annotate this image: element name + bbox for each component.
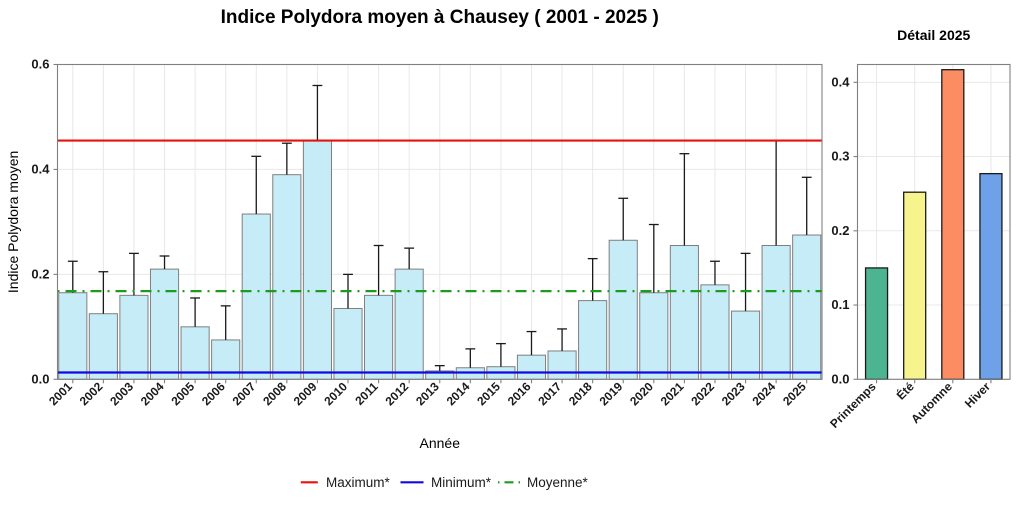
- svg-text:0.3: 0.3: [831, 149, 849, 164]
- svg-text:0.6: 0.6: [31, 57, 49, 72]
- svg-text:0.4: 0.4: [31, 161, 50, 176]
- svg-text:Détail 2025: Détail 2025: [897, 27, 970, 43]
- svg-text:Maximum*: Maximum*: [326, 475, 391, 490]
- svg-text:Indice Polydora moyen: Indice Polydora moyen: [5, 151, 21, 293]
- svg-text:Minimum*: Minimum*: [431, 475, 492, 490]
- svg-text:Indice Polydora moyen à Chause: Indice Polydora moyen à Chausey ( 2001 -…: [221, 7, 659, 28]
- svg-text:0.0: 0.0: [31, 371, 49, 386]
- svg-text:0.2: 0.2: [31, 266, 49, 281]
- svg-text:0.0: 0.0: [831, 371, 849, 386]
- svg-text:0.2: 0.2: [831, 223, 849, 238]
- svg-text:Année: Année: [420, 435, 461, 451]
- svg-text:0.4: 0.4: [831, 74, 850, 89]
- svg-text:0.1: 0.1: [831, 297, 849, 312]
- svg-text:Moyenne*: Moyenne*: [527, 475, 589, 490]
